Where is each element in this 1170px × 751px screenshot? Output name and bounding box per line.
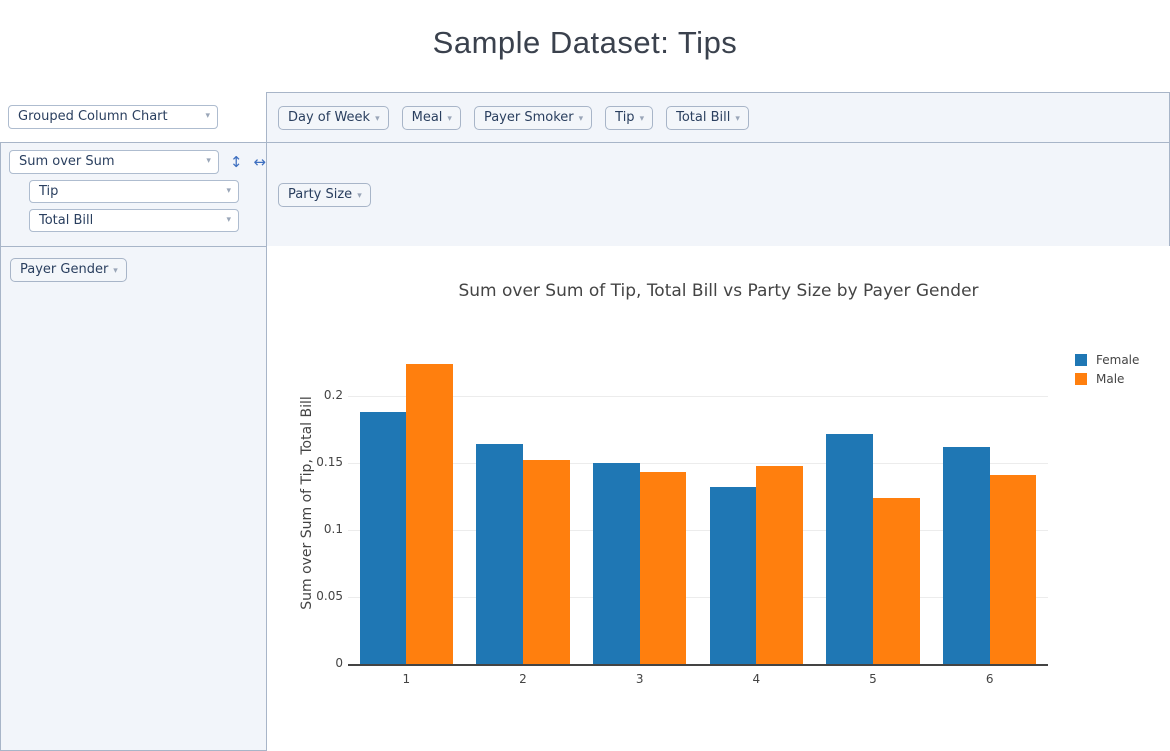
bar-chart: Sum over Sum of Tip, Total Bill vs Party…: [267, 246, 1170, 696]
legend: Female Male: [1075, 350, 1139, 388]
bar-male-3: [639, 472, 687, 664]
x-tick-label: 1: [402, 672, 411, 686]
col-order-button[interactable]: ↔: [253, 152, 266, 171]
attribute-pill-payer-smoker[interactable]: Payer Smoker ▾: [473, 105, 593, 130]
bar-male-6: [989, 475, 1037, 664]
dropdown-triangle-icon[interactable]: ▾: [375, 113, 380, 124]
dropdown-triangle-icon[interactable]: ▾: [447, 113, 452, 124]
dropdown-triangle-icon[interactable]: ▾: [113, 266, 118, 276]
bar-male-2: [523, 460, 570, 664]
gridline: [348, 530, 1048, 531]
x-tick-label: 2: [519, 672, 527, 686]
unused-attributes-area: Day of Week ▾ Meal ▾ Payer Smoker ▾ Tip ▾ Total …: [266, 92, 1170, 143]
attribute-pill-label: Payer Smoker: [483, 109, 574, 125]
legend-item-female[interactable]: Female: [1075, 350, 1139, 369]
attribute-pill-label: Tip: [615, 109, 635, 125]
attribute-pill-label: Meal: [411, 109, 443, 125]
x-tick-label: 6: [985, 672, 994, 686]
legend-swatch-icon: [1075, 372, 1087, 385]
column-attributes-area: Party Size ▾: [266, 142, 1170, 247]
aggregator-dropdown[interactable]: Sum over Sum ▾: [9, 150, 219, 174]
bar-female-4: [709, 487, 757, 664]
attribute-pill-payer-gender[interactable]: Payer Gender ▾: [10, 258, 127, 282]
row-order-button[interactable]: ↕: [229, 152, 243, 171]
x-axis-line: [348, 664, 1048, 666]
row-attributes-area: Payer Gender ▾: [0, 246, 267, 751]
bar-male-4: [756, 465, 804, 664]
aggregator-arg1-value: Tip: [39, 184, 59, 199]
renderer-dropdown-value: Grouped Column Chart: [18, 109, 168, 124]
attribute-pill-label: Day of Week: [288, 109, 371, 125]
legend-label: Female: [1096, 352, 1140, 367]
renderer-cell: Grouped Column Chart ▾: [0, 92, 267, 142]
y-tick-label: 0.15: [316, 455, 343, 469]
attribute-pill-day-of-week[interactable]: Day of Week ▾: [278, 105, 389, 130]
bar-female-6: [942, 446, 990, 664]
legend-label: Male: [1096, 371, 1125, 386]
dropdown-triangle-icon[interactable]: ▾: [735, 113, 740, 124]
aggregator-arg2-dropdown[interactable]: Total Bill ▾: [29, 209, 239, 232]
bar-male-5: [873, 497, 920, 664]
attribute-pill-label: Party Size: [288, 186, 353, 202]
attribute-pill-party-size[interactable]: Party Size ▾: [278, 182, 371, 207]
bar-male-1: [406, 363, 454, 664]
attribute-pill-meal[interactable]: Meal ▾: [401, 105, 461, 130]
dropdown-triangle-icon[interactable]: ▾: [357, 190, 362, 201]
chevron-down-icon: ▾: [206, 156, 211, 166]
legend-item-male[interactable]: Male: [1075, 369, 1139, 388]
dropdown-triangle-icon[interactable]: ▾: [578, 113, 584, 124]
aggregator-arg1-dropdown[interactable]: Tip ▾: [29, 180, 239, 203]
chevron-down-icon: ▾: [226, 186, 231, 196]
chart-title: Sum over Sum of Tip, Total Bill vs Party…: [458, 281, 979, 301]
gridline: [348, 463, 1048, 464]
legend-swatch-icon: [1075, 353, 1087, 366]
y-tick-label: 0.05: [316, 589, 343, 603]
page-title: Sample Dataset: Tips: [432, 25, 738, 60]
attribute-pill-total-bill[interactable]: Total Bill ▾: [666, 105, 749, 130]
chevron-down-icon: ▾: [226, 215, 231, 225]
y-tick-label: 0.2: [323, 388, 343, 402]
attribute-pill-label: Total Bill: [676, 109, 731, 125]
gridline: [348, 396, 1048, 397]
chevron-down-icon: ▾: [205, 111, 210, 121]
dropdown-triangle-icon[interactable]: ▾: [639, 113, 645, 124]
bar-female-3: [592, 463, 640, 664]
bar-female-5: [826, 433, 873, 664]
attribute-pill-label: Payer Gender: [20, 262, 109, 277]
attribute-pill-tip[interactable]: Tip ▾: [605, 105, 654, 130]
values-area: Sum over Sum ▾ ↕ ↔ Tip ▾ Total Bill ▾: [0, 142, 267, 247]
y-tick-label: 0: [335, 656, 343, 670]
x-tick-label: 5: [869, 672, 877, 686]
x-tick-label: 3: [635, 672, 644, 686]
aggregator-dropdown-value: Sum over Sum: [19, 154, 115, 169]
y-tick-label: 0.1: [323, 522, 343, 536]
gridline: [348, 597, 1048, 598]
bar-female-2: [476, 444, 523, 664]
x-tick-label: 4: [752, 672, 761, 686]
renderer-dropdown[interactable]: Grouped Column Chart ▾: [8, 105, 218, 129]
y-axis-title: Sum over Sum of Tip, Total Bill: [299, 396, 315, 610]
bar-female-1: [359, 412, 407, 664]
aggregator-arg2-value: Total Bill: [39, 213, 94, 228]
